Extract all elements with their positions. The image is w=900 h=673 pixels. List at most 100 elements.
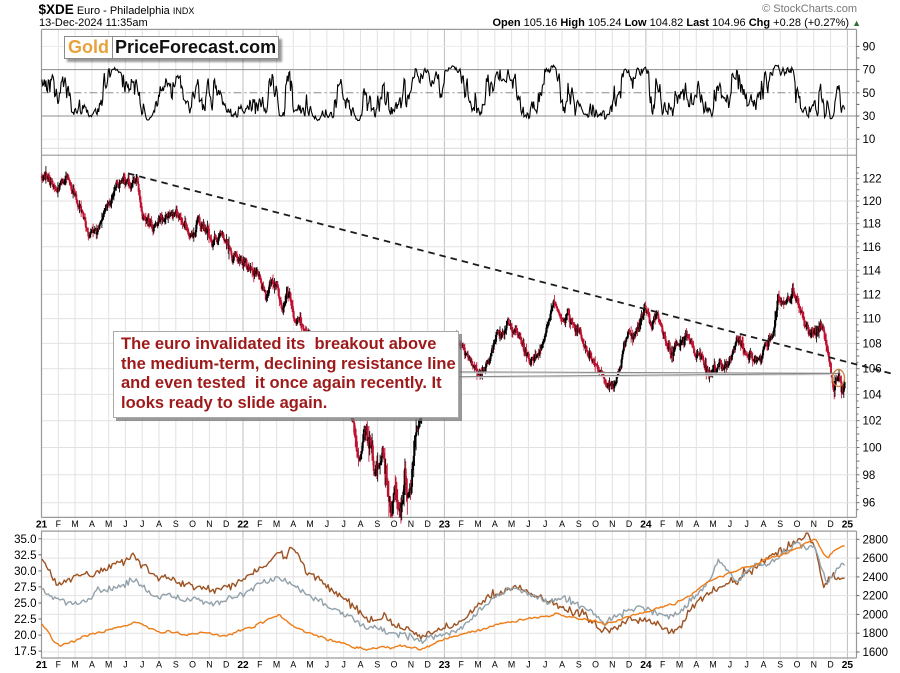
svg-text:S: S [173,659,179,669]
svg-text:F: F [56,519,62,529]
svg-text:J: J [744,519,748,529]
svg-text:24: 24 [640,519,652,530]
svg-text:D: D [626,659,632,669]
svg-text:A: A [559,519,565,529]
svg-text:M: M [474,659,481,669]
svg-text:118: 118 [863,219,881,231]
svg-text:100: 100 [863,443,882,455]
svg-text:M: M [105,659,112,669]
svg-text:32.5: 32.5 [14,550,36,562]
svg-text:M: M [474,519,481,529]
svg-text:O: O [794,519,801,529]
svg-text:M: M [273,659,280,669]
svg-text:A: A [559,659,565,669]
svg-text:S: S [576,659,582,669]
svg-text:J: J [341,659,345,669]
svg-text:M: M [273,519,280,529]
svg-text:D: D [827,519,833,529]
svg-text:120: 120 [863,196,882,208]
svg-text:F: F [459,659,465,669]
svg-text:F: F [56,659,62,669]
svg-text:D: D [425,659,431,669]
svg-text:50: 50 [863,88,876,100]
svg-text:N: N [408,659,414,669]
svg-text:F: F [459,519,465,529]
svg-text:J: J [325,519,329,529]
svg-text:114: 114 [863,265,882,277]
svg-text:2400: 2400 [863,572,889,584]
svg-text:108: 108 [863,338,882,350]
svg-text:A: A [492,659,498,669]
svg-text:70: 70 [863,65,876,77]
svg-text:10: 10 [863,134,876,146]
svg-text:27.5: 27.5 [14,582,36,594]
svg-text:D: D [626,519,632,529]
svg-text:D: D [223,659,229,669]
svg-text:F: F [660,519,666,529]
svg-text:104: 104 [863,389,883,401]
svg-text:23: 23 [439,519,451,530]
svg-text:S: S [777,519,783,529]
svg-text:A: A [761,519,767,529]
svg-text:F: F [660,659,666,669]
svg-text:M: M [676,519,683,529]
svg-text:M: M [508,519,515,529]
svg-text:2800: 2800 [863,534,889,546]
svg-text:S: S [374,659,380,669]
svg-text:J: J [123,519,127,529]
svg-text:F: F [257,659,263,669]
svg-text:110: 110 [863,314,881,326]
svg-text:O: O [592,519,599,529]
svg-text:J: J [543,659,547,669]
svg-text:21: 21 [36,660,48,671]
svg-text:22.5: 22.5 [14,614,36,626]
svg-text:A: A [358,519,364,529]
svg-text:J: J [325,659,329,669]
svg-text:J: J [140,519,144,529]
svg-text:M: M [709,519,716,529]
svg-text:A: A [156,519,162,529]
svg-text:J: J [526,519,530,529]
svg-text:M: M [508,659,515,669]
svg-text:21: 21 [36,519,48,530]
svg-text:A: A [693,519,699,529]
svg-text:1600: 1600 [863,647,889,659]
svg-text:17.5: 17.5 [14,646,36,658]
svg-text:112: 112 [863,289,881,301]
svg-text:N: N [206,659,212,669]
svg-text:30.0: 30.0 [14,566,36,578]
svg-text:M: M [71,519,78,529]
svg-text:M: M [709,659,716,669]
svg-text:D: D [425,519,431,529]
svg-text:J: J [123,659,127,669]
svg-text:M: M [71,659,78,669]
svg-text:A: A [492,519,498,529]
svg-text:O: O [391,659,398,669]
svg-text:O: O [189,519,196,529]
svg-text:M: M [306,519,313,529]
svg-text:J: J [543,519,547,529]
svg-text:N: N [811,659,817,669]
svg-text:25: 25 [842,660,854,671]
svg-text:N: N [408,519,414,529]
svg-text:J: J [526,659,530,669]
svg-text:116: 116 [863,242,881,254]
svg-text:A: A [290,659,296,669]
svg-text:O: O [189,659,196,669]
svg-text:F: F [257,519,263,529]
svg-text:22: 22 [237,660,249,671]
svg-text:25.0: 25.0 [14,598,36,610]
svg-text:J: J [140,659,144,669]
svg-text:A: A [693,659,699,669]
svg-text:35.0: 35.0 [14,534,36,546]
svg-text:22: 22 [237,519,249,530]
svg-text:23: 23 [439,660,451,671]
svg-text:J: J [341,519,345,529]
svg-text:122: 122 [863,174,882,186]
svg-text:M: M [105,519,112,529]
svg-text:S: S [374,519,380,529]
svg-text:96: 96 [863,498,876,510]
svg-text:M: M [676,659,683,669]
svg-text:90: 90 [863,41,876,53]
svg-text:A: A [89,659,95,669]
